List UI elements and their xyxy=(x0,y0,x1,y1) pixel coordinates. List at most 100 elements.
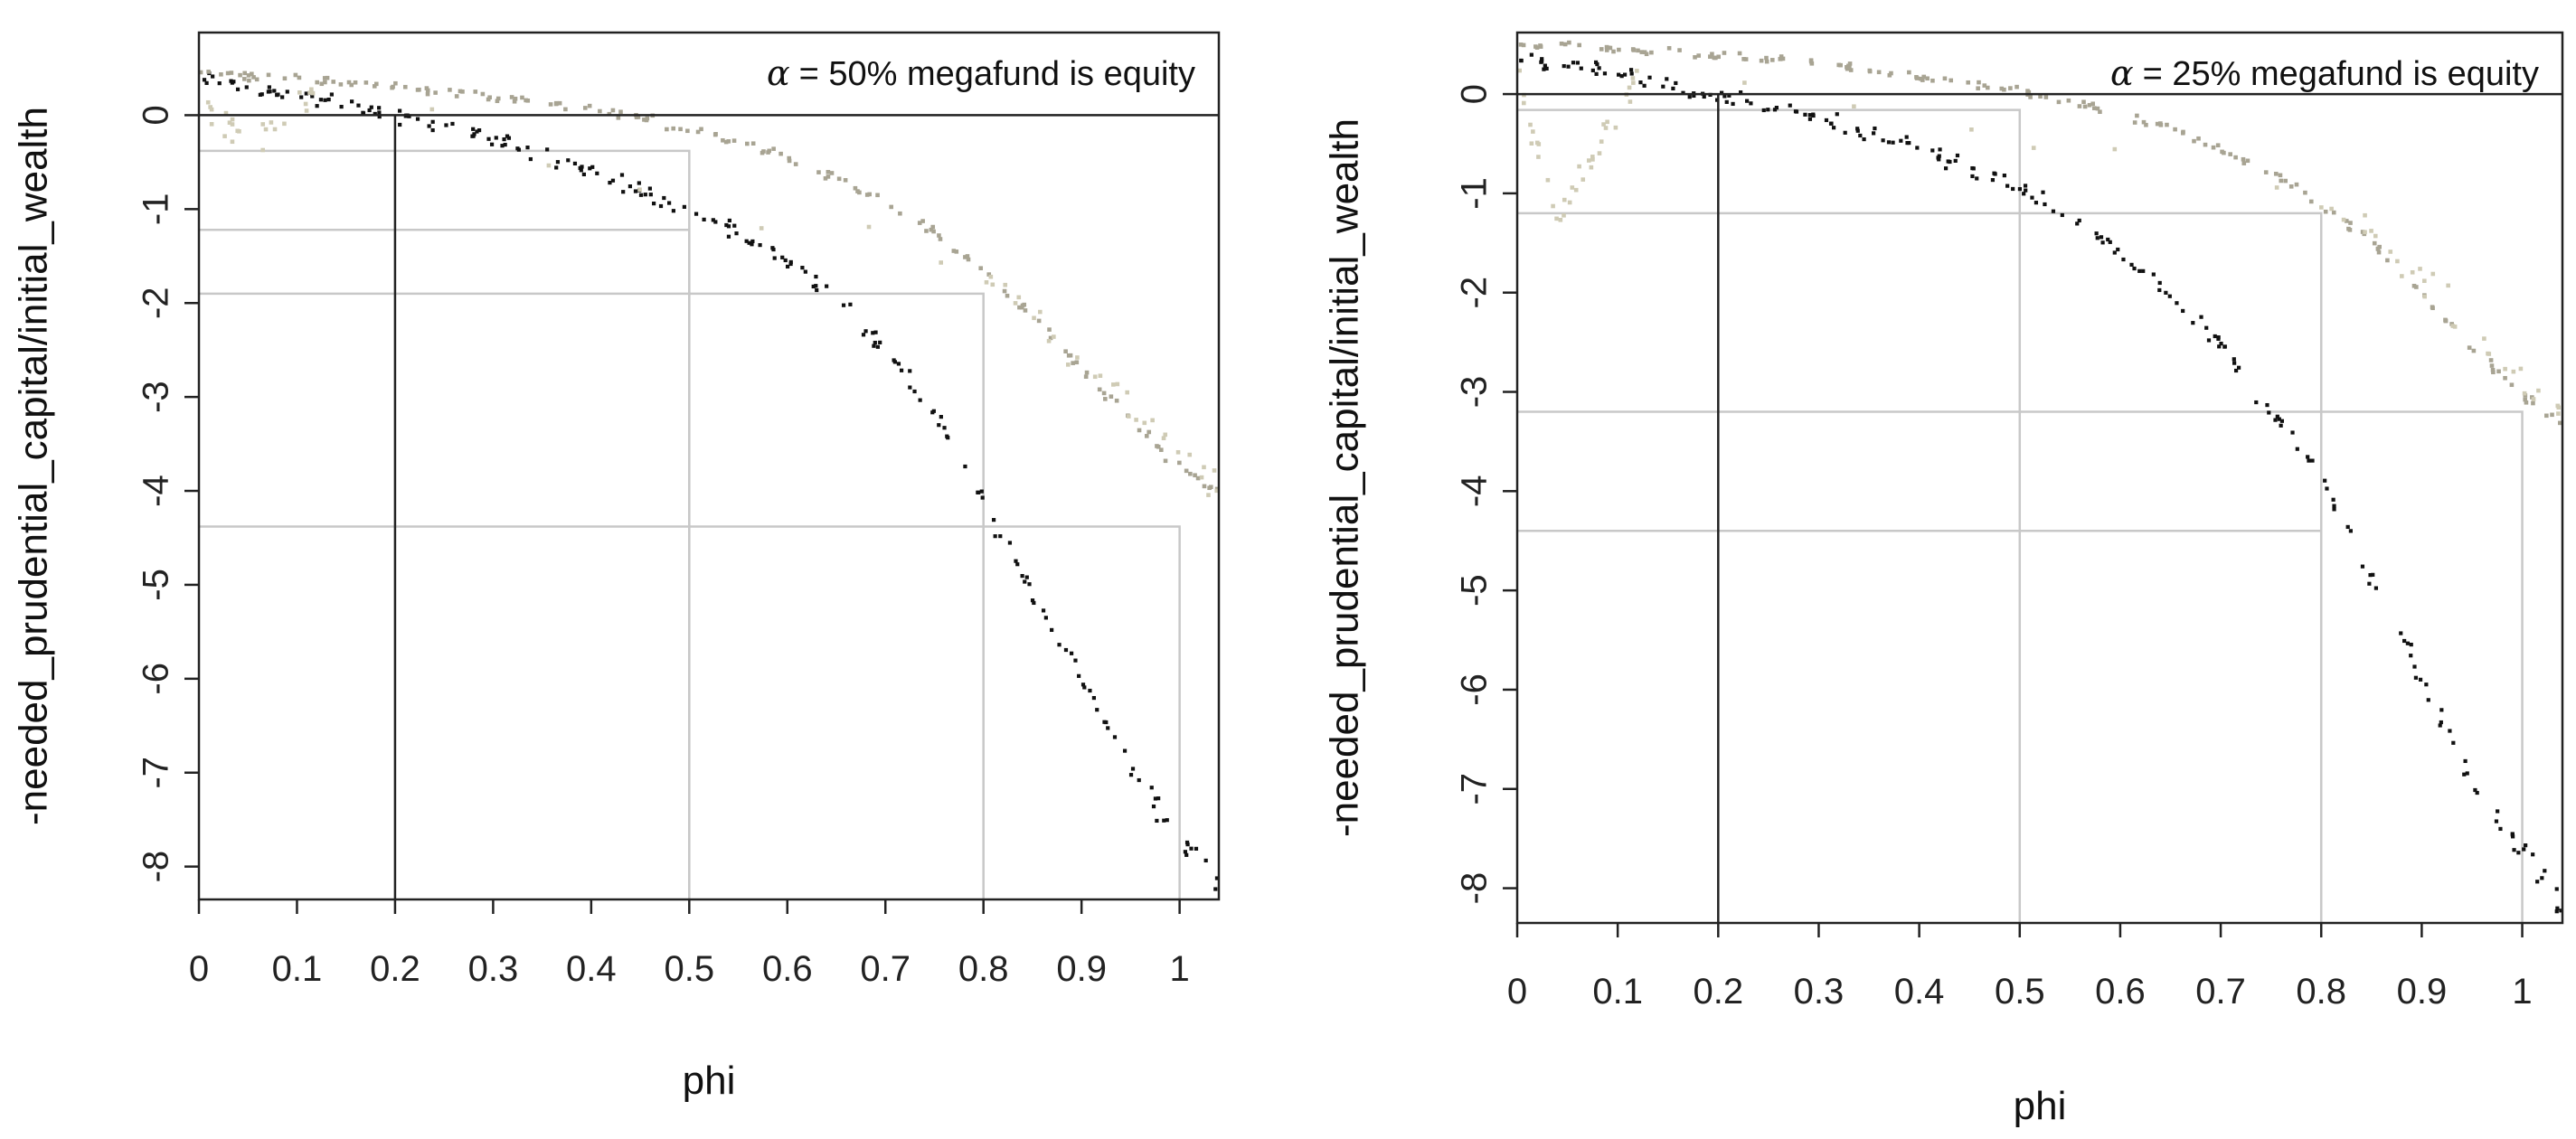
black-series-point xyxy=(2475,790,2479,795)
gray-series-point xyxy=(1101,391,1107,396)
black-series-point xyxy=(2531,852,2535,857)
y-tick-label: -8 xyxy=(137,851,176,883)
y-tick-label: -7 xyxy=(1455,773,1495,805)
black-series-point xyxy=(2554,887,2559,891)
black-series-point xyxy=(815,287,819,293)
gray-series-point xyxy=(924,229,929,233)
black-series-point xyxy=(1904,135,1909,139)
light-series-point xyxy=(1125,390,1130,395)
gray-series-point xyxy=(1741,57,1746,61)
light-series-point xyxy=(235,128,241,134)
black-series-point xyxy=(2106,237,2110,242)
gray-series-point xyxy=(372,84,377,89)
black-series-point xyxy=(2295,447,2299,451)
gray-series-point xyxy=(425,91,430,97)
black-series-point xyxy=(503,142,507,147)
black-series-point xyxy=(872,344,876,348)
gray-series-point xyxy=(1631,48,1637,52)
black-series-point xyxy=(2219,341,2223,346)
black-series-point xyxy=(770,246,775,250)
black-series-point xyxy=(647,186,652,191)
gray-series-point xyxy=(2308,199,2314,204)
light-series-point xyxy=(2363,230,2367,235)
guide-line xyxy=(199,149,691,899)
black-series-point xyxy=(2559,908,2563,913)
black-series-point xyxy=(1594,71,1599,76)
gray-series-point xyxy=(1163,458,1168,464)
gray-series-point xyxy=(616,116,621,120)
gray-series-point xyxy=(787,158,792,164)
black-series-point xyxy=(2510,833,2515,837)
gray-series-point xyxy=(929,227,934,232)
light-series-point xyxy=(2555,403,2561,409)
gray-series-point xyxy=(864,193,870,197)
y-tick-label: 0 xyxy=(1455,84,1495,104)
light-series-point xyxy=(230,117,235,122)
black-series-point xyxy=(1542,67,1546,71)
black-series-point xyxy=(1602,71,1608,76)
gray-series-point xyxy=(2283,178,2288,184)
light-series-point xyxy=(1589,165,1594,170)
gray-series-point xyxy=(424,86,429,90)
black-series-point xyxy=(1774,106,1779,110)
black-series-point xyxy=(1899,138,1903,143)
black-series-point xyxy=(2017,187,2023,192)
gray-series-point xyxy=(338,82,344,87)
light-series-point xyxy=(546,163,552,168)
gray-series-point xyxy=(353,80,358,85)
light-series-point xyxy=(222,134,227,138)
light-series-point xyxy=(2341,217,2346,222)
black-series-point xyxy=(369,105,373,109)
black-series-point xyxy=(1943,166,1949,171)
gray-series-point xyxy=(1195,475,1201,481)
gray-series-point xyxy=(2082,104,2088,109)
light-series-point xyxy=(1111,382,1116,387)
black-series-point xyxy=(377,114,382,119)
black-series-point xyxy=(377,110,382,115)
gray-series-point xyxy=(2375,246,2381,251)
gray-series-point xyxy=(1949,78,1954,83)
gray-series-point xyxy=(2414,285,2419,289)
black-series-point xyxy=(235,87,241,91)
light-series-point xyxy=(866,224,872,230)
guide-line xyxy=(1517,108,2022,923)
black-series-point xyxy=(1529,52,1533,57)
black-series-point xyxy=(912,389,917,394)
gray-series-point xyxy=(2488,358,2494,362)
black-series-point xyxy=(377,106,382,110)
black-series-point xyxy=(2279,419,2285,423)
gray-series-point xyxy=(1982,83,1987,88)
black-series-point xyxy=(1619,74,1624,79)
black-series-point xyxy=(662,195,666,201)
black-series-point xyxy=(1803,112,1807,117)
black-series-point xyxy=(310,94,315,99)
black-series-point xyxy=(1993,172,1997,176)
gray-series-point xyxy=(771,146,776,151)
gray-series-point xyxy=(1907,70,1911,75)
gray-series-point xyxy=(1639,50,1645,54)
black-series-point xyxy=(1194,846,1199,851)
guide-line xyxy=(1517,212,2323,923)
black-series-point xyxy=(711,218,715,222)
gray-series-point xyxy=(247,78,251,83)
x-tick-label: 0.8 xyxy=(958,949,1009,989)
light-series-point xyxy=(272,127,278,132)
black-series-point xyxy=(848,302,853,306)
gray-series-point xyxy=(1636,48,1640,53)
light-series-point xyxy=(1013,301,1018,306)
y-tick-label: -5 xyxy=(137,569,176,601)
gray-series-point xyxy=(1677,48,1682,52)
gray-series-point xyxy=(2196,136,2201,141)
black-series-point xyxy=(825,284,829,288)
black-series-point xyxy=(1891,140,1895,145)
black-series-point xyxy=(878,340,882,344)
light-series-point xyxy=(2395,259,2400,264)
light-series-point xyxy=(2422,278,2427,284)
gray-series-point xyxy=(1985,85,1990,90)
light-series-point xyxy=(1551,203,1555,209)
gray-series-point xyxy=(1019,305,1024,310)
black-series-point xyxy=(1562,63,1566,69)
gray-series-point xyxy=(2524,400,2529,405)
black-series-point xyxy=(1937,154,1941,158)
